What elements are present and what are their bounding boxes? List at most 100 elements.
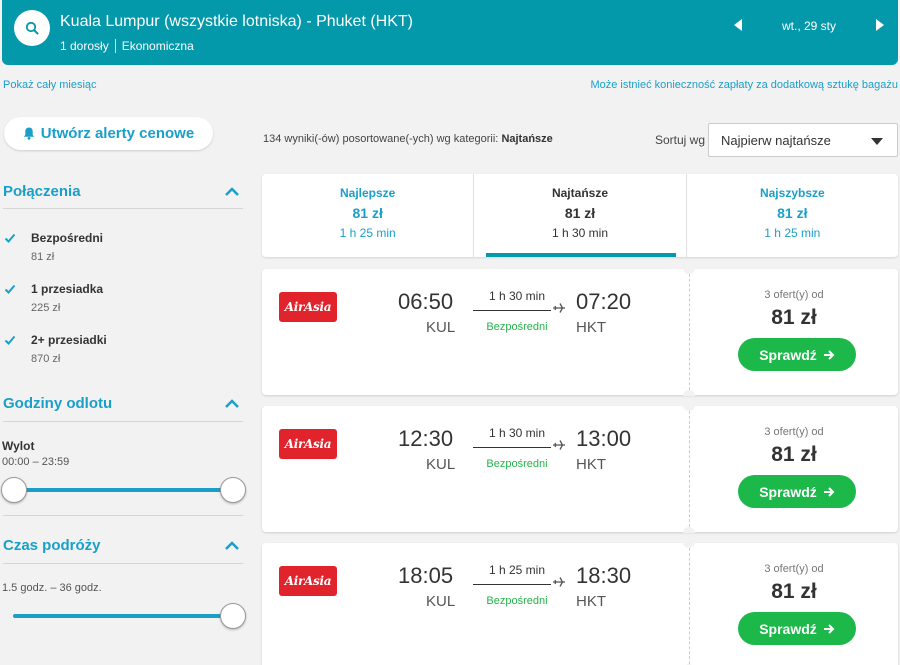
flight-result-card[interactable]: AirAsia 18:05 KUL 1 h 25 min Bezpośredni… xyxy=(262,542,898,665)
offers-count: 3 ofert(y) od xyxy=(764,563,824,575)
departure-slider-track[interactable] xyxy=(13,488,233,492)
create-price-alert-button[interactable]: Utwórz alerty cenowe xyxy=(4,117,213,150)
departure-label: Wylot xyxy=(2,439,35,453)
flight-price: 81 zł xyxy=(771,306,817,329)
stops-info: Bezpośredni xyxy=(486,458,548,470)
check-offer-button[interactable]: Sprawdź xyxy=(738,475,856,508)
divider xyxy=(3,208,243,209)
route-title[interactable]: Kuala Lumpur (wszystkie lotniska) - Phuk… xyxy=(60,13,413,30)
divider xyxy=(689,269,690,395)
tab-duration: 1 h 25 min xyxy=(764,226,821,240)
tab-price: 81 zł xyxy=(564,205,596,221)
offers-count: 3 ofert(y) od xyxy=(764,289,824,301)
arrow-right-icon xyxy=(823,486,835,497)
travel-time-slider-handle[interactable] xyxy=(220,603,246,629)
sort-selected-value: Najpierw najtańsze xyxy=(721,132,831,148)
tab-price: 81 zł xyxy=(352,205,383,221)
triangle-left-icon xyxy=(734,18,742,31)
search-summary[interactable]: 1 dorosły Ekonomiczna xyxy=(60,39,194,53)
tab-duration: 1 h 25 min xyxy=(339,226,396,240)
results-count: 134 wyniki(-ów) posortowane(-ych) wg kat… xyxy=(263,133,553,145)
travel-time-slider-track[interactable] xyxy=(13,614,233,618)
sort-dropdown[interactable]: Najpierw najtańsze xyxy=(708,123,898,157)
tab-duration: 1 h 30 min xyxy=(551,226,609,240)
cabin-class: Ekonomiczna xyxy=(121,39,194,53)
chevron-up-icon[interactable] xyxy=(225,541,239,551)
flight-line xyxy=(473,584,551,585)
plane-icon xyxy=(553,303,565,313)
departure-airport: KUL xyxy=(426,319,456,336)
check-button-label: Sprawdź xyxy=(759,483,817,500)
divider xyxy=(3,563,243,564)
airline-logo: AirAsia xyxy=(279,566,337,596)
flight-price: 81 zł xyxy=(771,580,817,603)
prev-date-button[interactable] xyxy=(734,18,742,34)
tab-label: Najlepsze xyxy=(339,186,396,200)
next-date-button[interactable] xyxy=(876,18,884,34)
check-offer-button[interactable]: Sprawdź xyxy=(738,338,856,371)
connections-filter-title[interactable]: Połączenia xyxy=(3,183,81,200)
date-navigator: wt., 29 sty xyxy=(720,0,898,52)
arrival-airport: HKT xyxy=(576,456,606,473)
flight-line xyxy=(473,447,551,448)
filter-label: 2+ przesiadki xyxy=(31,333,107,347)
divider xyxy=(3,421,243,422)
tab-best[interactable]: Najlepsze 81 zł 1 h 25 min xyxy=(262,174,473,257)
results-count-text: 134 wyniki(-ów) posortowane(-ych) wg kat… xyxy=(263,133,499,145)
arrow-right-icon xyxy=(823,623,835,634)
plane-icon xyxy=(553,440,565,450)
check-offer-button[interactable]: Sprawdź xyxy=(738,612,856,645)
card-notch xyxy=(683,405,695,411)
card-notch xyxy=(683,268,695,274)
selected-date[interactable]: wt., 29 sty xyxy=(781,19,837,33)
divider xyxy=(114,39,116,53)
departure-times-filter-title[interactable]: Godziny odlotu xyxy=(3,395,113,412)
filter-price: 225 zł xyxy=(31,302,61,314)
bell-icon xyxy=(23,127,34,140)
search-header: Kuala Lumpur (wszystkie lotniska) - Phuk… xyxy=(2,0,898,65)
airline-logo: AirAsia xyxy=(279,292,337,322)
flight-price: 81 zł xyxy=(771,443,817,466)
filter-label: 1 przesiadka xyxy=(31,282,104,296)
alert-button-label: Utwórz alerty cenowe xyxy=(40,125,195,142)
checkmark-icon[interactable] xyxy=(4,283,16,295)
flight-duration: 1 h 30 min xyxy=(488,426,546,440)
tab-price: 81 zł xyxy=(777,205,808,221)
sort-label: Sortuj wg xyxy=(655,133,706,147)
whole-month-link[interactable]: Pokaż cały miesiąc xyxy=(3,79,97,91)
card-notch xyxy=(683,527,695,533)
checkmark-icon[interactable] xyxy=(4,232,16,244)
arrow-right-icon xyxy=(823,349,835,360)
arrival-airport: HKT xyxy=(576,593,606,610)
results-sort-category: Najtańsze xyxy=(501,133,553,145)
departure-time: 18:05 xyxy=(398,563,454,588)
departure-slider-max-handle[interactable] xyxy=(220,477,246,503)
travel-time-filter-title[interactable]: Czas podróży xyxy=(3,537,101,554)
plane-icon xyxy=(553,577,565,587)
tab-fastest[interactable]: Najszybsze 81 zł 1 h 25 min xyxy=(685,174,898,257)
departure-time: 12:30 xyxy=(398,426,454,451)
card-notch xyxy=(683,542,695,548)
chevron-up-icon[interactable] xyxy=(225,187,239,197)
baggage-fee-link[interactable]: Może istnieć konieczność zapłaty za doda… xyxy=(590,79,898,91)
tab-label: Najszybsze xyxy=(759,186,825,200)
tab-cheapest[interactable]: Najtańsze 81 zł 1 h 30 min xyxy=(473,174,685,257)
flight-result-card[interactable]: AirAsia 12:30 KUL 1 h 30 min Bezpośredni… xyxy=(262,405,898,533)
stops-info: Bezpośredni xyxy=(486,595,548,607)
divider xyxy=(689,406,690,532)
arrival-time: 07:20 xyxy=(576,289,632,314)
check-button-label: Sprawdź xyxy=(759,346,817,363)
search-button[interactable] xyxy=(14,10,50,46)
triangle-right-icon xyxy=(876,18,884,31)
filter-label: Bezpośredni xyxy=(31,231,104,245)
checkmark-icon[interactable] xyxy=(4,334,16,346)
flight-duration: 1 h 30 min xyxy=(488,289,546,303)
flight-duration: 1 h 25 min xyxy=(488,563,546,577)
arrival-time: 18:30 xyxy=(576,563,632,588)
arrival-time: 13:00 xyxy=(576,426,632,451)
flight-result-card[interactable]: AirAsia 06:50 KUL 1 h 30 min Bezpośredni… xyxy=(262,268,898,396)
triangle-down-icon xyxy=(871,138,883,145)
chevron-up-icon[interactable] xyxy=(225,399,239,409)
departure-time: 06:50 xyxy=(398,289,454,314)
departure-slider-min-handle[interactable] xyxy=(1,477,27,503)
